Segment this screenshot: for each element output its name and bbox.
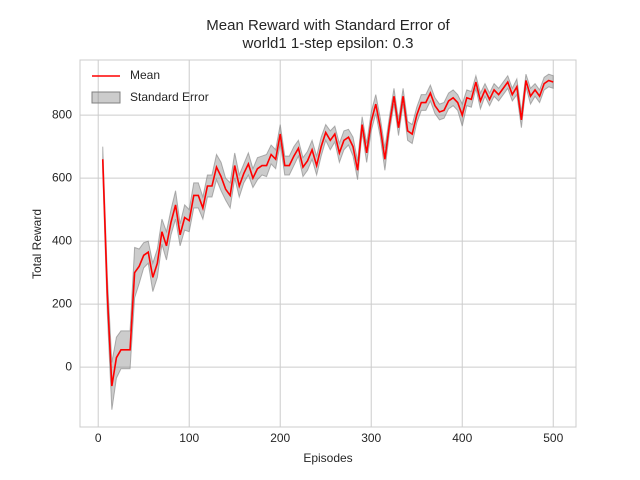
x-tick-label: 0 [95,431,102,445]
legend-label: Standard Error [130,90,209,104]
y-axis-label: Total Reward [30,209,44,279]
legend-label: Mean [130,68,160,82]
chart-title: Mean Reward with Standard Error of [206,17,450,34]
chart-subtitle: world1 1-step epsilon: 0.3 [242,35,414,52]
x-tick-label: 100 [179,431,199,445]
plot-frame [79,59,577,428]
y-tick-label: 600 [52,170,72,184]
x-tick-label: 300 [361,431,381,445]
x-tick-label: 200 [270,431,290,445]
mean-line [101,79,554,387]
y-tick-label: 800 [52,107,72,121]
legend-swatch [91,91,121,104]
x-tick-label: 500 [543,431,563,445]
y-tick-label: 0 [65,359,72,373]
y-tick-label: 400 [52,233,72,247]
x-axis-label: Episodes [303,451,352,465]
y-tick-label: 200 [52,296,72,310]
error-band [102,73,554,410]
x-tick-label: 400 [452,431,472,445]
